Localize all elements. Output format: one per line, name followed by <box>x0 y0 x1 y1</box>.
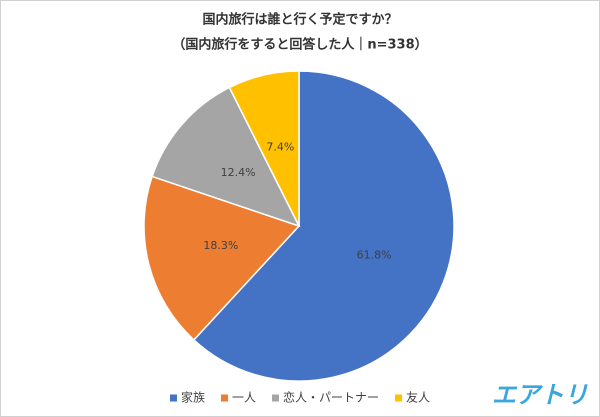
data-label: 7.4% <box>266 141 294 154</box>
data-label: 12.4% <box>221 166 256 179</box>
logo: エアトリ <box>492 381 588 409</box>
legend-label: 恋人・パートナー <box>283 390 379 405</box>
legend-label: 一人 <box>232 391 256 405</box>
chart-subtitle: （国内旅行をすると回答した人｜n=338） <box>172 37 427 53</box>
data-label: 18.3% <box>203 239 238 252</box>
legend-label: 家族 <box>181 390 205 405</box>
data-label: 61.8% <box>357 248 392 261</box>
legend-swatch <box>169 394 177 402</box>
legend: 家族 一人 恋人・パートナー 友人 <box>169 390 430 405</box>
legend-label: 友人 <box>406 391 430 405</box>
legend-swatch <box>272 394 279 402</box>
pie-slice <box>228 70 300 227</box>
chart-title: 国内旅行は誰と行く予定ですか？ <box>202 12 397 28</box>
pie-slice <box>151 86 301 228</box>
legend-swatch <box>220 394 228 402</box>
pie-slice <box>143 175 301 341</box>
pie-slice <box>192 70 455 382</box>
legend-swatch <box>395 394 403 402</box>
